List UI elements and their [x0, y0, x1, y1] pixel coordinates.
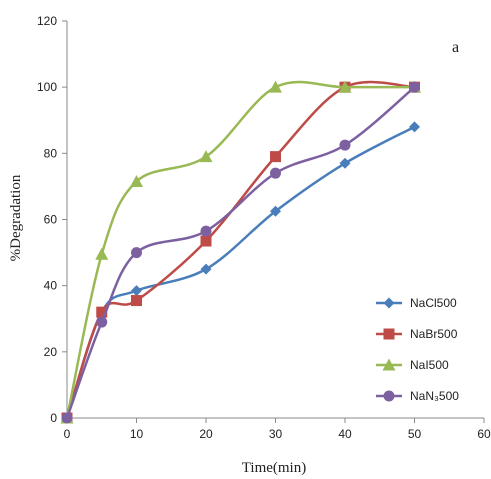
- y-tick-label: 120: [37, 14, 57, 28]
- y-tick-label: 0: [50, 411, 57, 425]
- y-tick-label: 20: [44, 345, 58, 359]
- legend-marker: [382, 358, 396, 371]
- data-point: [409, 81, 420, 93]
- data-point: [199, 150, 213, 163]
- legend-marker: [383, 328, 395, 340]
- data-point: [409, 121, 420, 133]
- series-4: [61, 81, 420, 424]
- data-point: [339, 157, 351, 169]
- y-tick-label: 100: [37, 80, 57, 94]
- legend-item: NaI500: [376, 358, 449, 372]
- x-tick-label: 60: [477, 427, 491, 441]
- data-point: [96, 306, 108, 318]
- data-point: [95, 247, 109, 260]
- data-point: [200, 235, 212, 247]
- data-point: [130, 174, 143, 187]
- data-point: [338, 80, 352, 93]
- legend-marker: [383, 390, 395, 402]
- data-point: [339, 139, 351, 151]
- x-axis-title: Time(min): [242, 460, 306, 476]
- x-tick-label: 40: [338, 427, 352, 441]
- data-point: [270, 205, 281, 217]
- data-point: [200, 263, 212, 275]
- legend-label: NaCl500: [410, 296, 457, 310]
- data-point: [61, 412, 73, 424]
- data-point: [96, 316, 108, 328]
- legend-item: NaN₃500: [376, 389, 459, 403]
- legend-label: NaN₃500: [410, 389, 459, 403]
- y-tick-label: 80: [44, 146, 58, 160]
- data-point: [270, 167, 281, 179]
- y-tick-label: 40: [44, 279, 58, 293]
- legend-item: NaCl500: [376, 296, 457, 310]
- legend: NaCl500 NaBr500 NaI500 NaN₃500: [376, 296, 459, 403]
- legend-label: NaBr500: [410, 327, 458, 341]
- data-point: [269, 80, 282, 93]
- axes: 0 20 40 60 80 100 120 0 10 20 30 40 50 60: [37, 14, 491, 441]
- data-point: [131, 295, 142, 307]
- x-tick-label: 50: [408, 427, 422, 441]
- legend-item: NaBr500: [376, 327, 458, 341]
- x-tick-label: 10: [130, 427, 144, 441]
- series-layer: [60, 80, 421, 424]
- x-tick-label: 0: [64, 427, 71, 441]
- legend-label: NaI500: [410, 358, 449, 372]
- x-tick-label: 20: [199, 427, 213, 441]
- legend-marker: [383, 297, 395, 309]
- data-point: [131, 285, 142, 297]
- data-point: [131, 247, 142, 259]
- y-tick-label: 60: [44, 213, 58, 227]
- data-point: [200, 225, 212, 237]
- panel-label: a: [452, 39, 459, 56]
- y-axis-title: %Degradation: [8, 174, 24, 261]
- data-point: [270, 151, 281, 163]
- x-tick-label: 30: [269, 427, 283, 441]
